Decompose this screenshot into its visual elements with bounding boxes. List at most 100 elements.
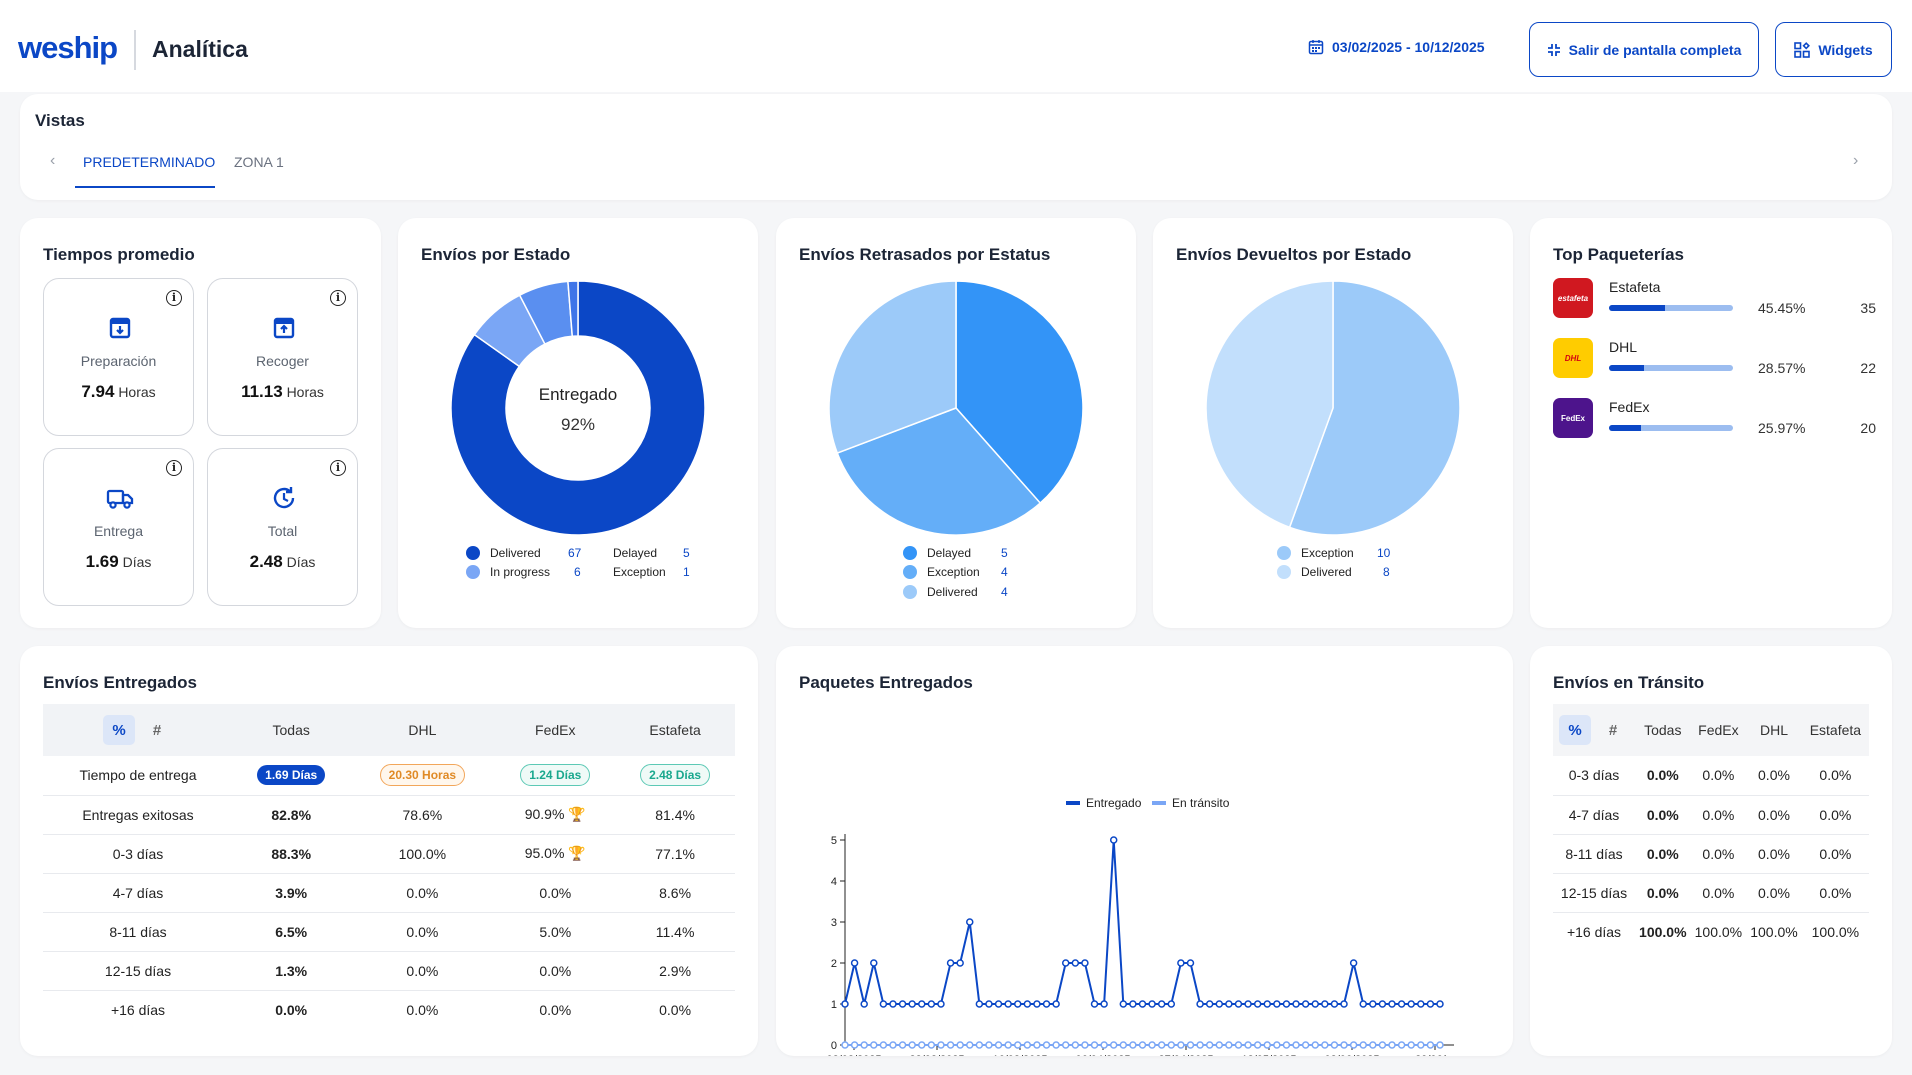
data-point[interactable] — [1330, 1000, 1339, 1008]
data-point[interactable] — [850, 959, 859, 967]
data-point[interactable] — [1177, 1041, 1185, 1049]
data-point[interactable] — [1369, 1041, 1377, 1049]
column-header[interactable]: DHL — [349, 704, 496, 756]
data-point[interactable] — [1186, 959, 1195, 967]
data-point[interactable] — [1436, 1000, 1444, 1008]
data-point[interactable] — [1109, 836, 1118, 844]
data-point[interactable] — [1196, 1041, 1204, 1049]
data-point[interactable] — [956, 959, 964, 967]
data-point[interactable] — [1388, 1000, 1396, 1008]
data-point[interactable] — [850, 1041, 859, 1049]
carrier-row-fedex[interactable]: FedEx FedEx 25.97% 20 — [1553, 398, 1876, 442]
data-point[interactable] — [1234, 1041, 1243, 1049]
tabs-next-chevron-icon[interactable]: › — [1853, 152, 1859, 169]
pie-slice-delivered[interactable] — [450, 280, 706, 536]
data-point[interactable] — [966, 1041, 974, 1049]
data-point[interactable] — [1129, 1000, 1137, 1008]
data-point[interactable] — [870, 959, 878, 967]
widgets-button[interactable]: Widgets — [1775, 22, 1892, 77]
data-point[interactable] — [1369, 1000, 1377, 1008]
data-point[interactable] — [985, 1000, 993, 1008]
data-point[interactable] — [946, 959, 955, 967]
data-point[interactable] — [879, 1000, 888, 1008]
data-point[interactable] — [1119, 1000, 1128, 1008]
info-icon[interactable]: i — [166, 290, 182, 306]
data-point[interactable] — [1321, 1041, 1329, 1049]
data-point[interactable] — [1273, 1000, 1281, 1008]
data-point[interactable] — [860, 1000, 868, 1008]
legend-item[interactable]: Delayed — [903, 546, 971, 560]
data-point[interactable] — [879, 1041, 888, 1049]
data-point[interactable] — [1397, 1000, 1406, 1008]
data-point[interactable] — [1397, 1041, 1406, 1049]
data-point[interactable] — [1013, 1000, 1022, 1008]
data-point[interactable] — [1196, 1000, 1204, 1008]
data-point[interactable] — [927, 1041, 936, 1049]
data-point[interactable] — [1157, 1000, 1166, 1008]
data-point[interactable] — [1033, 1041, 1041, 1049]
data-point[interactable] — [1292, 1041, 1300, 1049]
data-point[interactable] — [1349, 1041, 1358, 1049]
data-point[interactable] — [841, 1000, 849, 1008]
pie-slice-delivered[interactable] — [1205, 280, 1334, 529]
data-point[interactable] — [1004, 1000, 1012, 1008]
data-point[interactable] — [1292, 1000, 1300, 1008]
exit-fullscreen-button[interactable]: Salir de pantalla completa — [1529, 22, 1759, 77]
data-point[interactable] — [975, 1041, 984, 1049]
data-point[interactable] — [898, 1000, 907, 1008]
pie-slice-exception[interactable] — [567, 280, 579, 338]
data-point[interactable] — [908, 1000, 916, 1008]
legend-item[interactable]: Delivered — [1277, 565, 1352, 579]
data-point[interactable] — [1090, 1000, 1099, 1008]
percent-toggle-button[interactable]: % — [103, 715, 135, 745]
data-point[interactable] — [1042, 1000, 1051, 1008]
data-point[interactable] — [956, 1041, 964, 1049]
data-point[interactable] — [1417, 1000, 1425, 1008]
data-point[interactable] — [937, 1041, 945, 1049]
data-point[interactable] — [860, 1041, 868, 1049]
data-point[interactable] — [1071, 1041, 1080, 1049]
data-point[interactable] — [1167, 1041, 1176, 1049]
data-point[interactable] — [1205, 1041, 1214, 1049]
data-point[interactable] — [1378, 1041, 1387, 1049]
data-point[interactable] — [1349, 959, 1358, 967]
tab-zona-1[interactable]: ZONA 1 — [234, 154, 284, 170]
data-point[interactable] — [889, 1041, 897, 1049]
data-point[interactable] — [1167, 1000, 1176, 1008]
legend-label[interactable]: En tránsito — [1172, 796, 1230, 810]
data-point[interactable] — [1052, 1041, 1060, 1049]
data-point[interactable] — [918, 1000, 926, 1008]
data-point[interactable] — [1301, 1041, 1310, 1049]
data-point[interactable] — [1081, 1041, 1089, 1049]
data-point[interactable] — [1225, 1041, 1233, 1049]
data-point[interactable] — [1109, 1041, 1118, 1049]
data-point[interactable] — [1263, 1000, 1272, 1008]
legend-item[interactable]: In progress — [466, 565, 550, 579]
data-point[interactable] — [1321, 1000, 1329, 1008]
data-point[interactable] — [994, 1041, 1003, 1049]
column-header[interactable]: Todas — [233, 704, 350, 756]
data-point[interactable] — [994, 1000, 1003, 1008]
data-point[interactable] — [1253, 1000, 1262, 1008]
tabs-prev-chevron-icon[interactable]: ‹ — [50, 152, 56, 169]
column-header[interactable]: Todas — [1635, 704, 1691, 756]
pie-slice-exception[interactable] — [836, 407, 1042, 536]
column-header[interactable]: FedEx — [495, 704, 616, 756]
data-point[interactable] — [1042, 1041, 1051, 1049]
legend-item[interactable]: Delivered — [903, 585, 978, 599]
data-point[interactable] — [1340, 1000, 1348, 1008]
data-point[interactable] — [1061, 959, 1070, 967]
data-point[interactable] — [870, 1041, 878, 1049]
count-toggle-button[interactable]: # — [152, 721, 162, 739]
column-header[interactable]: FedEx — [1690, 704, 1747, 756]
data-point[interactable] — [1426, 1041, 1435, 1049]
data-point[interactable] — [1215, 1041, 1224, 1049]
weship-logo[interactable]: weship — [18, 30, 118, 65]
data-point[interactable] — [1378, 1000, 1387, 1008]
info-icon[interactable]: i — [330, 290, 346, 306]
data-point[interactable] — [1234, 1000, 1243, 1008]
data-point[interactable] — [985, 1041, 993, 1049]
data-point[interactable] — [1340, 1041, 1348, 1049]
data-point[interactable] — [1330, 1041, 1339, 1049]
carrier-row-estafeta[interactable]: estafeta Estafeta 45.45% 35 — [1553, 278, 1876, 322]
